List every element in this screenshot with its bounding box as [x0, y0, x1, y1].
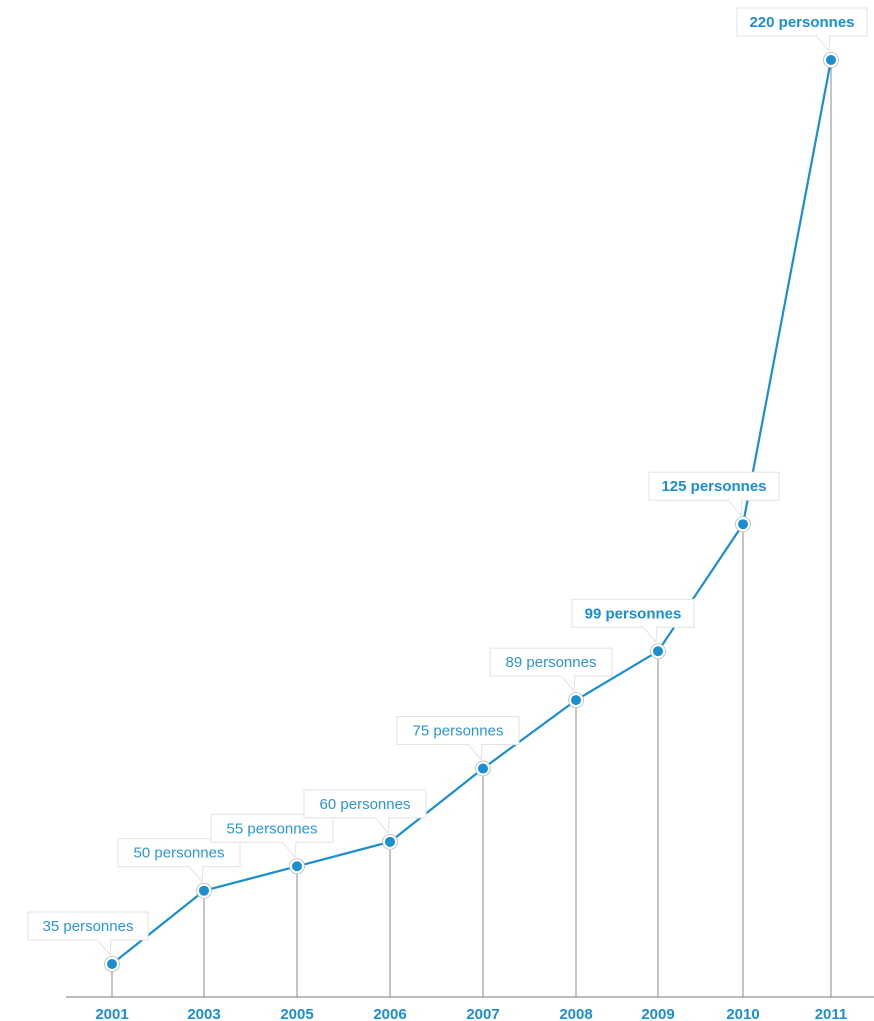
x-tick-label-2003: 2003	[187, 1006, 220, 1021]
data-point-2001	[107, 959, 117, 969]
callout-seam	[376, 815, 388, 819]
callout-tail	[726, 499, 743, 517]
x-tick-label-2010: 2010	[726, 1006, 759, 1021]
x-tick-label-2001: 2001	[95, 1006, 128, 1021]
data-point-2006	[385, 836, 395, 847]
callout-seam	[469, 742, 481, 746]
callout-tail	[814, 35, 831, 53]
data-label-2001: 35 personnes	[43, 918, 134, 935]
callout-seam	[817, 34, 829, 37]
data-label-2006: 60 personnes	[320, 796, 411, 813]
data-label-2010: 125 personnes	[661, 478, 766, 495]
callout-tail	[187, 865, 204, 883]
callout-box	[736, 7, 868, 37]
callout-2010: 125 personnes	[648, 471, 780, 517]
x-tick-label-2007: 2007	[466, 1006, 499, 1021]
x-tick-labels: 2001 2003 2005 2006 2007 2008 2009 2010 2011	[95, 1006, 847, 1021]
x-tick-label-2005: 2005	[280, 1006, 313, 1021]
callout-2011: 220 personnes	[736, 7, 868, 53]
callout-2008: 89 personnes	[489, 647, 613, 693]
callout-2006: 60 personnes	[303, 789, 427, 835]
markers	[104, 52, 839, 972]
callout-seam	[98, 938, 110, 941]
drop-lines	[111, 60, 832, 997]
data-point-2011	[826, 55, 836, 65]
data-label-2005: 55 personnes	[227, 820, 318, 837]
callout-seam	[190, 864, 202, 868]
callout-box	[117, 838, 241, 868]
x-tick-label-2008: 2008	[559, 1006, 592, 1021]
data-label-2008: 89 personnes	[506, 654, 597, 671]
callout-box	[27, 911, 149, 941]
callout-2007: 75 personnes	[396, 716, 520, 761]
data-point-2010	[738, 519, 748, 530]
callout-seam	[283, 840, 295, 844]
callout-box	[648, 471, 780, 501]
callout-tail	[641, 626, 658, 644]
callout-2009: 99 personnes	[571, 598, 695, 644]
data-point-2003	[199, 885, 209, 896]
callout-seam	[644, 625, 656, 629]
callout-tail	[95, 939, 112, 957]
data-point-2009	[653, 646, 663, 657]
data-label-2007: 75 personnes	[413, 723, 504, 740]
callout-seam	[729, 498, 741, 502]
callout-2005: 55 personnes	[210, 813, 334, 859]
callout-box	[210, 813, 334, 843]
callout-box	[571, 598, 695, 628]
callout-box	[489, 647, 613, 677]
data-label-2003: 50 personnes	[134, 845, 225, 862]
x-tick-label-2011: 2011	[815, 1006, 848, 1021]
data-point-2005	[292, 861, 302, 872]
callout-box	[396, 716, 520, 746]
callout-2003: 50 personnes	[117, 838, 241, 883]
data-point-2007	[478, 763, 488, 774]
x-tick-label-2009: 2009	[641, 1006, 674, 1021]
data-point-2008	[571, 695, 581, 706]
callout-tail	[280, 841, 297, 859]
x-tick-label-2006: 2006	[373, 1006, 406, 1021]
data-label-2009: 99 personnes	[585, 605, 682, 622]
callout-seam	[562, 674, 574, 678]
callout-tail	[373, 816, 390, 835]
callout-tail	[559, 675, 576, 693]
callout-tail	[466, 743, 483, 761]
callout-box	[303, 789, 427, 819]
data-label-2011: 220 personnes	[749, 14, 854, 31]
callout-2001: 35 personnes	[27, 911, 149, 957]
